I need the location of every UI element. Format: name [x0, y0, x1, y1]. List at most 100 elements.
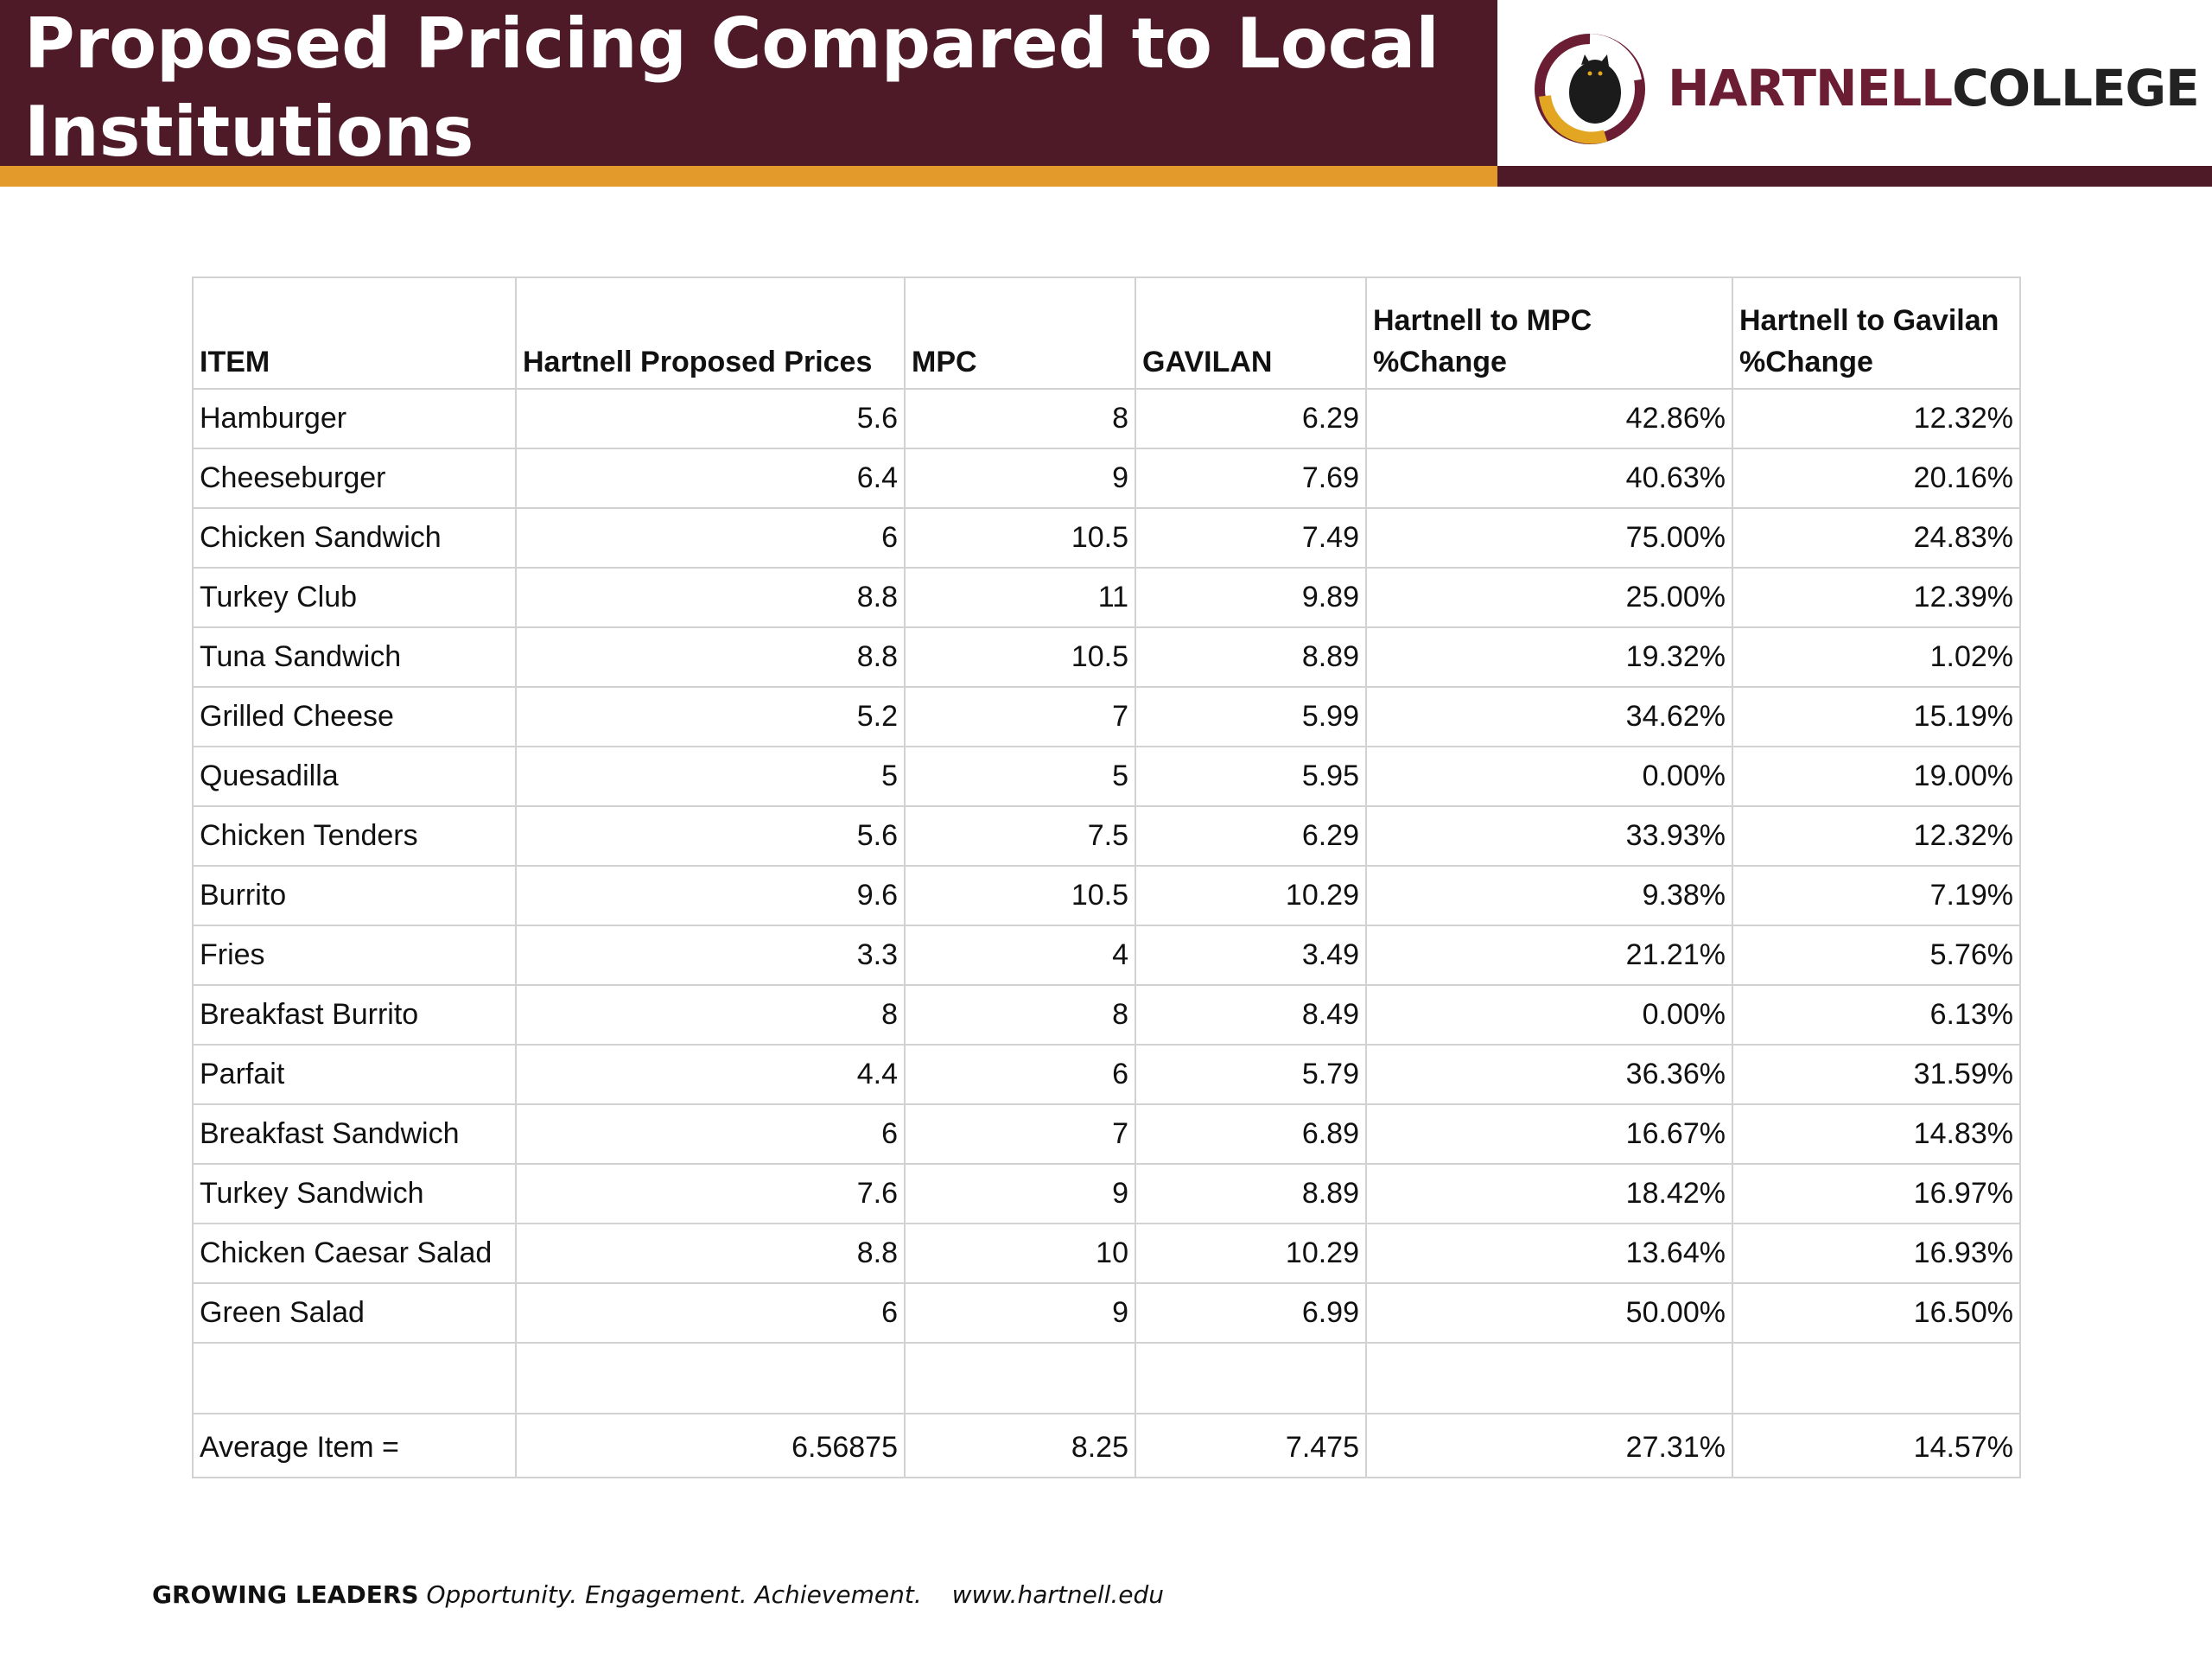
- maroon-accent-rule: [1497, 166, 2212, 187]
- cell-gavilan-change: 1.02%: [1732, 626, 2021, 688]
- table-row: Turkey Sandwich 7.6 9 8.89 18.42% 16.97%: [192, 1163, 2021, 1224]
- cell-hartnell-price: 4.4: [515, 1044, 906, 1105]
- cell-gavilan-price: 6.29: [1135, 805, 1367, 867]
- cell-mpc-price: 9: [904, 1282, 1136, 1344]
- footer-website-link[interactable]: www.hartnell.edu: [951, 1580, 1165, 1609]
- cell-item: Turkey Club: [192, 567, 517, 628]
- cell-item: Quesadilla: [192, 746, 517, 807]
- table-row: Grilled Cheese 5.2 7 5.99 34.62% 15.19%: [192, 686, 2021, 747]
- table-row: Burrito 9.6 10.5 10.29 9.38% 7.19%: [192, 865, 2021, 926]
- cell-item: [192, 1342, 517, 1414]
- cell-hartnell-price: 8: [515, 984, 906, 1046]
- cell-gavilan-change: 16.50%: [1732, 1282, 2021, 1344]
- cell-hartnell-price: 6: [515, 1282, 906, 1344]
- cell-gavilan-price: 6.99: [1135, 1282, 1367, 1344]
- cell-gavilan-price: 5.79: [1135, 1044, 1367, 1105]
- cell-mpc-price: 10.5: [904, 865, 1136, 926]
- cell-item: Breakfast Sandwich: [192, 1103, 517, 1165]
- table-spacer-row: [192, 1342, 2021, 1414]
- cell-gavilan-change: [1732, 1342, 2021, 1414]
- cell-hartnell-price: 6: [515, 1103, 906, 1165]
- logo-word-hartnell: HARTNELL: [1668, 59, 1953, 118]
- table-row: Chicken Tenders 5.6 7.5 6.29 33.93% 12.32%: [192, 805, 2021, 867]
- cell-hartnell-price: 8.8: [515, 567, 906, 628]
- column-header-hartnell-to-gavilan-change: Hartnell to Gavilan %Change: [1732, 276, 2021, 390]
- cell-mpc-change: 21.21%: [1365, 925, 1733, 986]
- cell-gavilan-change: 24.83%: [1732, 507, 2021, 569]
- cell-hartnell-price: 8.8: [515, 1223, 906, 1284]
- cell-mpc-price: 8: [904, 388, 1136, 449]
- cell-hartnell-price: 6.4: [515, 448, 906, 509]
- cell-mpc-price: 10.5: [904, 626, 1136, 688]
- table-header-row: ITEM Hartnell Proposed Prices MPC GAVILA…: [192, 276, 2021, 390]
- cell-mpc-price: 6: [904, 1044, 1136, 1105]
- table-row: Tuna Sandwich 8.8 10.5 8.89 19.32% 1.02%: [192, 626, 2021, 688]
- table-row: Fries 3.3 4 3.49 21.21% 5.76%: [192, 925, 2021, 986]
- cell-item: Burrito: [192, 865, 517, 926]
- hartnell-college-logo: HARTNELLCOLLEGE: [1529, 24, 2200, 154]
- cell-hartnell-price: 9.6: [515, 865, 906, 926]
- cell-item: Turkey Sandwich: [192, 1163, 517, 1224]
- logo-word-college: COLLEGE: [1952, 59, 2200, 118]
- cell-item: Breakfast Burrito: [192, 984, 517, 1046]
- average-row: Average Item = 6.56875 8.25 7.475 27.31% 14.5…: [192, 1413, 2021, 1478]
- table-row: Chicken Sandwich 6 10.5 7.49 75.00% 24.83%: [192, 507, 2021, 569]
- table-body: Hamburger 5.6 8 6.29 42.86% 12.32% Cheeseburge…: [192, 388, 2021, 1478]
- cell-gavilan-price: 3.49: [1135, 925, 1367, 986]
- cell-mpc-price: 4: [904, 925, 1136, 986]
- cell-item: Fries: [192, 925, 517, 986]
- cell-item: Tuna Sandwich: [192, 626, 517, 688]
- cell-item: Hamburger: [192, 388, 517, 449]
- cell-hartnell-price: 7.6: [515, 1163, 906, 1224]
- table-row: Breakfast Sandwich 6 7 6.89 16.67% 14.83%: [192, 1103, 2021, 1165]
- cell-gavilan-price: 8.49: [1135, 984, 1367, 1046]
- cell-mpc-change: 25.00%: [1365, 567, 1733, 628]
- panther-logo-icon: [1535, 34, 1645, 144]
- cell-mpc-price: 7: [904, 686, 1136, 747]
- cell-item: Cheeseburger: [192, 448, 517, 509]
- table-row: Cheeseburger 6.4 9 7.69 40.63% 20.16%: [192, 448, 2021, 509]
- column-header-hartnell-to-mpc-change: Hartnell to MPC %Change: [1365, 276, 1733, 390]
- cell-item: Grilled Cheese: [192, 686, 517, 747]
- footer-tagline: Opportunity. Engagement. Achievement.: [426, 1580, 922, 1609]
- cell-hartnell-price: 6: [515, 507, 906, 569]
- cell-mpc-price: 7.5: [904, 805, 1136, 867]
- cell-mpc-change: 0.00%: [1365, 984, 1733, 1046]
- cell-gavilan-price: 6.29: [1135, 388, 1367, 449]
- cell-mpc-change: 36.36%: [1365, 1044, 1733, 1105]
- cell-mpc-change: 13.64%: [1365, 1223, 1733, 1284]
- cell-item: Average Item =: [192, 1413, 517, 1478]
- page-title: Proposed Pricing Compared to Local Insti…: [24, 0, 1476, 176]
- cell-item: Chicken Tenders: [192, 805, 517, 867]
- table-row: Hamburger 5.6 8 6.29 42.86% 12.32%: [192, 388, 2021, 449]
- cell-mpc-change: 42.86%: [1365, 388, 1733, 449]
- cell-hartnell-price: 6.56875: [515, 1413, 906, 1478]
- cell-mpc-change: [1365, 1342, 1733, 1414]
- column-header-hartnell-price: Hartnell Proposed Prices: [515, 276, 906, 390]
- cell-mpc-price: 9: [904, 448, 1136, 509]
- orange-accent-rule: [0, 166, 1497, 187]
- cell-gavilan-price: [1135, 1342, 1367, 1414]
- logo-wordmark: HARTNELLCOLLEGE: [1668, 57, 2200, 119]
- cell-gavilan-change: 14.57%: [1732, 1413, 2021, 1478]
- cell-mpc-change: 19.32%: [1365, 626, 1733, 688]
- cell-item: Parfait: [192, 1044, 517, 1105]
- cell-gavilan-price: 5.95: [1135, 746, 1367, 807]
- cell-gavilan-change: 31.59%: [1732, 1044, 2021, 1105]
- cell-mpc-change: 16.67%: [1365, 1103, 1733, 1165]
- cell-gavilan-change: 12.32%: [1732, 388, 2021, 449]
- pricing-comparison-table: ITEM Hartnell Proposed Prices MPC GAVILA…: [192, 276, 2021, 1478]
- column-header-mpc: MPC: [904, 276, 1136, 390]
- cell-mpc-price: 9: [904, 1163, 1136, 1224]
- cell-mpc-price: 10.5: [904, 507, 1136, 569]
- table-row: Green Salad 6 9 6.99 50.00% 16.50%: [192, 1282, 2021, 1344]
- cell-mpc-price: 8.25: [904, 1413, 1136, 1478]
- table-row: Chicken Caesar Salad 8.8 10 10.29 13.64% 16.9…: [192, 1223, 2021, 1284]
- cell-mpc-price: 7: [904, 1103, 1136, 1165]
- cell-mpc-change: 40.63%: [1365, 448, 1733, 509]
- cell-hartnell-price: 5: [515, 746, 906, 807]
- page-title-line-1: Proposed Pricing Compared to Local: [24, 3, 1440, 84]
- cell-mpc-change: 75.00%: [1365, 507, 1733, 569]
- column-header-gavilan: GAVILAN: [1135, 276, 1367, 390]
- cell-gavilan-change: 16.97%: [1732, 1163, 2021, 1224]
